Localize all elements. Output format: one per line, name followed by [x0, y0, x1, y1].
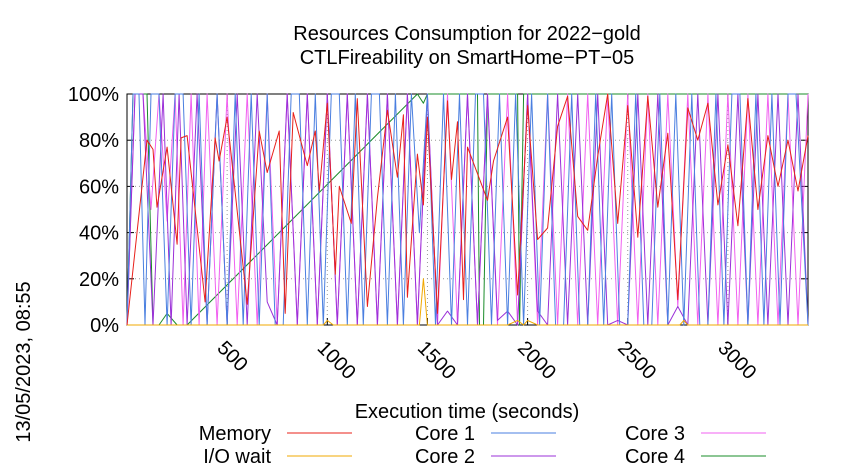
y-tick-label: 80%: [79, 130, 119, 152]
grid-lines: [127, 94, 808, 325]
chart-title: Resources Consumption for 2022−gold: [293, 23, 640, 45]
x-tick-label: 1500: [413, 337, 460, 384]
x-tick-label: 2000: [513, 337, 560, 384]
y-tick-label: 20%: [79, 269, 119, 291]
x-tick-label: 2500: [613, 337, 660, 384]
series-line-core-3: [126, 93, 809, 326]
x-tick-label: 500: [213, 337, 252, 376]
legend-label-memory: Memory: [199, 423, 271, 445]
series-line-memory: [126, 93, 809, 326]
y-tick-label: 0%: [90, 315, 119, 337]
x-tick-label: 3000: [713, 337, 760, 384]
chart-subtitle: CTLFireability on SmartHome−PT−05: [300, 47, 635, 69]
series-line-core-1: [126, 93, 809, 326]
legend-label-core-1: Core 1: [415, 423, 475, 445]
timestamp-label: 13/05/2023, 08:55: [13, 281, 35, 442]
y-tick-label: 60%: [79, 176, 119, 198]
legend-label-core-4: Core 4: [625, 446, 685, 468]
y-tick-label: 100%: [68, 84, 119, 106]
legend-label-core-2: Core 2: [415, 446, 475, 468]
series-line-core-2: [126, 93, 809, 326]
series-line-i-o-wait: [127, 278, 808, 326]
legend-label-core-3: Core 3: [625, 423, 685, 445]
legend-label-i-o-wait: I/O wait: [203, 446, 271, 468]
x-tick-label: 1000: [313, 337, 360, 384]
x-axis-label: Execution time (seconds): [355, 401, 580, 423]
series-lines: [126, 93, 809, 326]
series-line-core-4: [126, 93, 808, 326]
y-tick-label: 40%: [79, 223, 119, 245]
plot-area-border: [126, 93, 809, 326]
